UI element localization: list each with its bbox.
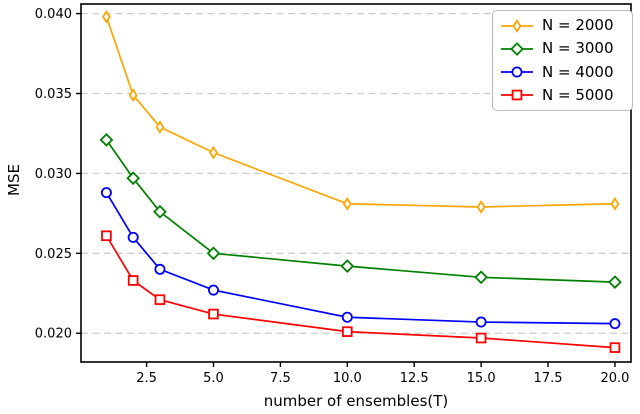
data-point — [208, 308, 219, 320]
series-markers-4 — [101, 230, 621, 353]
data-point — [127, 275, 139, 286]
legend-sample-circle-icon — [501, 66, 533, 78]
legend-marker — [512, 18, 522, 33]
x-tick-label: 15.0 — [467, 371, 496, 386]
y-tick-label: 0.030 — [35, 167, 72, 182]
x-tick-label: 5.0 — [203, 371, 224, 386]
x-tick-label: 17.5 — [534, 371, 563, 386]
y-tick-label: 0.035 — [35, 87, 72, 102]
x-axis-label: number of ensembles(T) — [263, 392, 449, 410]
legend-sample-square-icon — [501, 90, 533, 101]
data-point — [154, 263, 166, 275]
series-markers-1 — [101, 9, 620, 214]
data-point — [475, 316, 487, 328]
data-point — [127, 231, 139, 243]
data-point — [475, 332, 487, 344]
data-point — [126, 171, 141, 186]
data-point — [206, 246, 221, 261]
series-markers-2 — [99, 132, 622, 289]
legend-entry-1: N = 2000 — [500, 18, 628, 34]
y-tick-label: 0.040 — [35, 7, 72, 22]
legend-entry-2: N = 3000 — [500, 41, 628, 57]
data-point — [476, 200, 486, 214]
legend-label: N = 2000 — [542, 16, 614, 35]
data-point — [154, 294, 166, 305]
data-point — [209, 145, 218, 160]
data-point — [101, 9, 111, 24]
legend-marker — [511, 90, 523, 101]
x-tick-label: 2.5 — [136, 371, 157, 386]
series-markers-3 — [100, 187, 621, 330]
legend-marker — [510, 42, 524, 56]
x-tick-label: 12.5 — [400, 371, 429, 386]
data-point — [474, 270, 488, 285]
series-line-4 — [105, 235, 616, 349]
data-point — [99, 132, 114, 147]
y-axis-label: MSE — [5, 164, 23, 196]
legend-marker — [511, 66, 523, 78]
legend-entry-4: N = 5000 — [500, 87, 628, 103]
data-point — [608, 275, 622, 289]
legend-sample-diamond-icon — [501, 42, 533, 56]
data-point — [340, 259, 355, 273]
y-tick-label: 0.020 — [35, 327, 72, 342]
data-point — [100, 187, 112, 199]
series-line-2 — [105, 139, 615, 283]
data-point — [342, 326, 353, 337]
legend-entry-3: N = 4000 — [500, 64, 628, 80]
data-point — [207, 284, 219, 296]
data-point — [128, 88, 138, 102]
y-tick-label: 0.025 — [35, 247, 72, 262]
legend: N = 2000 N = 3000 N = 4000 N = 5000 — [492, 10, 633, 111]
data-point — [609, 318, 621, 330]
data-point — [610, 196, 620, 211]
legend-label: N = 4000 — [542, 62, 614, 81]
data-point — [153, 204, 167, 219]
legend-label: N = 5000 — [542, 85, 614, 104]
x-tick-label: 10.0 — [333, 371, 362, 386]
legend-label: N = 3000 — [542, 39, 614, 58]
x-tick-label: 7.5 — [270, 371, 291, 386]
data-point — [155, 120, 165, 134]
series-line-3 — [105, 192, 615, 325]
data-point — [101, 230, 112, 242]
legend-sample-thin-diamond-icon — [501, 18, 533, 33]
data-point — [342, 196, 352, 211]
data-point — [341, 311, 353, 323]
data-point — [609, 342, 621, 353]
x-tick-label: 20.0 — [600, 371, 629, 386]
plot-border — [80, 3, 632, 363]
